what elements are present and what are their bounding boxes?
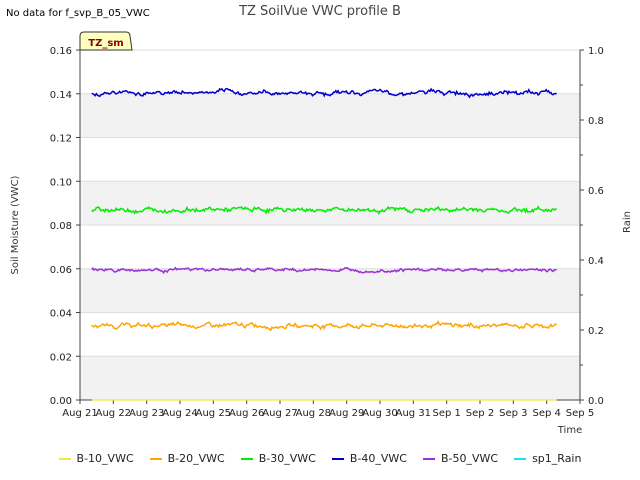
x-tick-label: Sep 2 xyxy=(466,408,494,419)
y-tick-label: 0.14 xyxy=(50,90,72,101)
legend-swatch xyxy=(422,457,435,460)
legend-item: B-50_VWC xyxy=(422,452,499,465)
x-axis-title: Time xyxy=(557,425,582,436)
x-tick-label: Aug 30 xyxy=(362,408,397,419)
legend-label: B-10_VWC xyxy=(76,452,134,465)
x-tick-label: Aug 22 xyxy=(96,408,131,419)
x-tick-label: Sep 4 xyxy=(532,408,560,419)
legend-label: sp1_Rain xyxy=(532,452,582,465)
legend: B-10_VWC B-20_VWC B-30_VWC B-40_VWC B-50_VWC… xyxy=(0,452,640,465)
series-line-b-20-vwc xyxy=(91,320,558,332)
y-axis-title: Soil Moisture (VWC) xyxy=(10,175,21,274)
y-tick-label: 0.12 xyxy=(50,134,72,145)
legend-item: B-10_VWC xyxy=(58,452,134,465)
x-tick-label: Aug 25 xyxy=(196,408,231,419)
legend-item: B-20_VWC xyxy=(149,452,225,465)
x-tick-label: Aug 31 xyxy=(396,408,431,419)
y-tick-label: 0.04 xyxy=(50,309,72,320)
y-tick-label: 0.06 xyxy=(50,265,72,276)
y2-tick-label: 0.0 xyxy=(588,396,604,407)
plot-band xyxy=(80,93,580,138)
plot-band xyxy=(80,225,580,269)
x-tick-label: Aug 26 xyxy=(229,408,264,419)
y2-tick-label: 0.4 xyxy=(588,256,604,267)
plot-band xyxy=(80,50,580,94)
y2-tick-label: 1.0 xyxy=(588,46,604,57)
x-tick-label: Sep 1 xyxy=(432,408,460,419)
legend-item: B-30_VWC xyxy=(240,452,316,465)
legend-swatch xyxy=(514,457,527,460)
plot-band xyxy=(80,181,580,225)
x-tick-label: Aug 29 xyxy=(329,408,364,419)
legend-item: sp1_Rain xyxy=(514,452,581,465)
plot-band xyxy=(80,356,580,400)
legend-swatch xyxy=(240,457,253,460)
legend-label: B-20_VWC xyxy=(167,452,225,465)
series-line-b-50-vwc xyxy=(91,266,557,275)
y-tick-label: 0.08 xyxy=(50,221,72,232)
x-tick-label: Sep 5 xyxy=(566,408,594,419)
legend-label: B-30_VWC xyxy=(258,452,316,465)
x-tick-label: Aug 24 xyxy=(162,408,197,419)
legend-swatch xyxy=(149,457,162,460)
y2-tick-label: 0.8 xyxy=(588,116,604,127)
legend-swatch xyxy=(331,457,344,460)
y2-axis-title: Rain xyxy=(622,211,633,233)
no-data-note: No data for f_svp_B_05_VWC xyxy=(6,8,150,19)
y-tick-label: 0.02 xyxy=(50,352,72,363)
legend-item: B-40_VWC xyxy=(331,452,407,465)
y-tick-label: 0.10 xyxy=(50,177,72,188)
plot-band xyxy=(80,312,580,357)
y-tick-label: 0.00 xyxy=(50,396,72,407)
y2-tick-label: 0.6 xyxy=(588,186,604,197)
annotation-box xyxy=(79,31,133,51)
annotation-label: TZ_sm xyxy=(88,38,123,49)
x-tick-label: Aug 28 xyxy=(296,408,331,419)
plot-band xyxy=(80,268,580,313)
y2-tick-label: 0.2 xyxy=(588,326,604,337)
legend-label: B-50_VWC xyxy=(440,452,499,465)
x-tick-label: Aug 21 xyxy=(62,408,97,419)
y-tick-label: 0.16 xyxy=(50,46,72,57)
plot-band xyxy=(80,137,580,182)
series-line-b-40-vwc xyxy=(91,87,557,99)
legend-swatch xyxy=(58,457,71,460)
chart-title: TZ SoilVue VWC profile B xyxy=(239,4,401,19)
legend-label: B-40_VWC xyxy=(349,452,407,465)
x-tick-label: Sep 3 xyxy=(499,408,527,419)
x-tick-label: Aug 27 xyxy=(262,408,297,419)
series-line-b-30-vwc xyxy=(91,205,558,215)
x-tick-label: Aug 23 xyxy=(129,408,164,419)
